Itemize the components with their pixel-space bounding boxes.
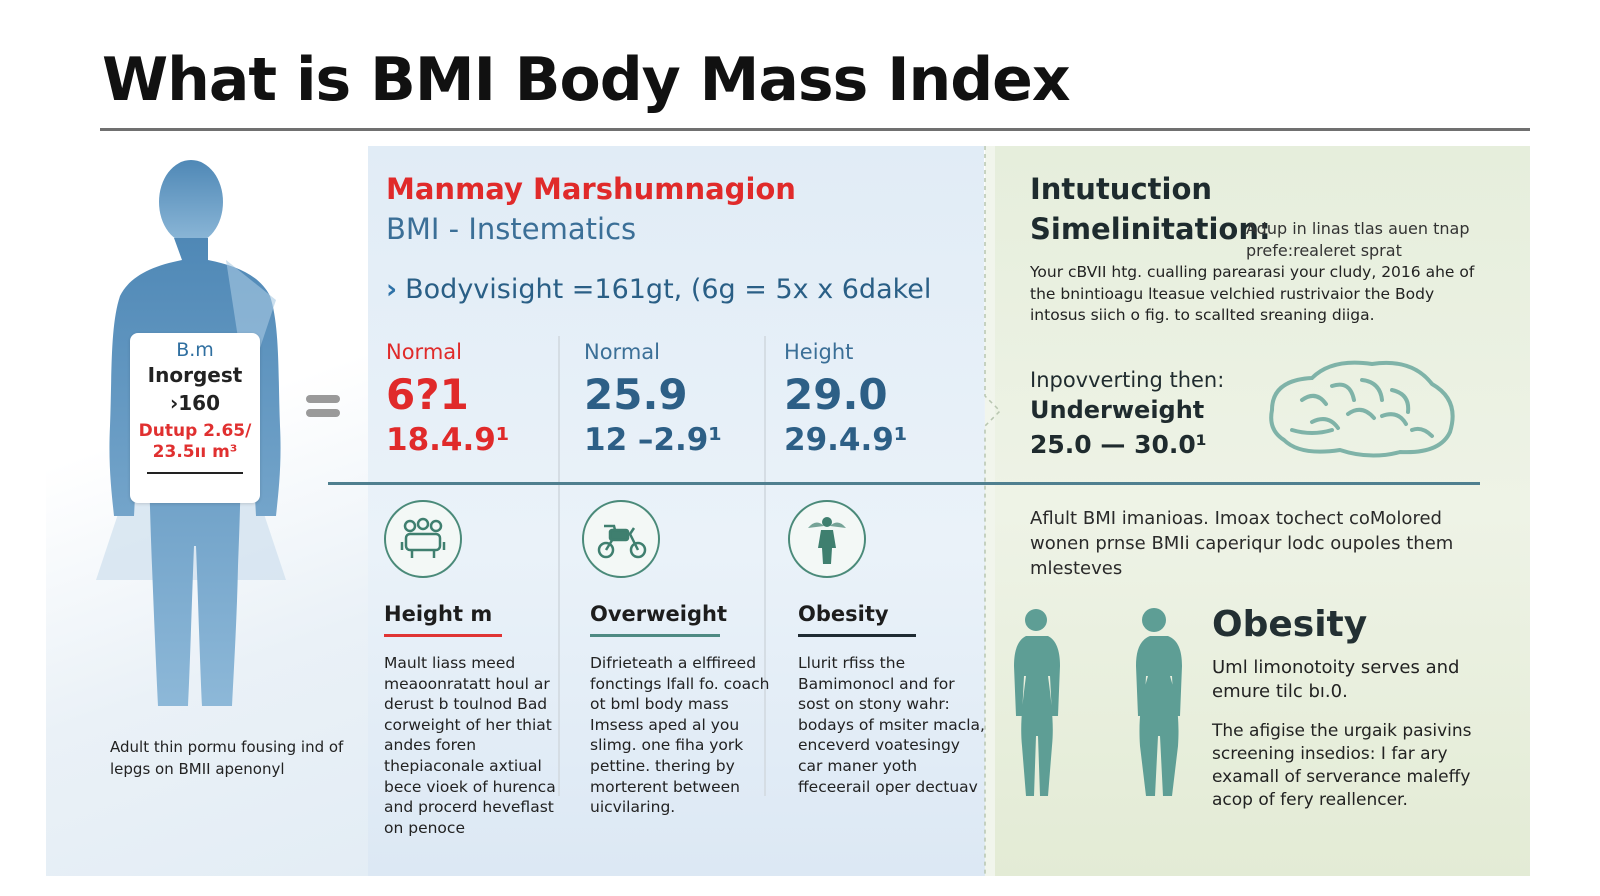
section-divider [328, 482, 1480, 485]
category-block: Overweight Difrieteath a elffireed fonct… [590, 602, 780, 818]
middle-panel [368, 146, 984, 876]
panel-divider [985, 146, 995, 876]
column-separator [764, 336, 766, 796]
stat-column: Height 29.0 29.4.9¹ [784, 340, 964, 458]
stat-label: Height [784, 340, 854, 364]
card-line-2: Inorgest [147, 363, 243, 387]
category-underline [384, 634, 502, 637]
equals-icon [306, 395, 340, 417]
category-heading: Obesity [798, 602, 889, 626]
card-line-4b: 23.5ıı m³ [152, 442, 238, 463]
stat-value: 6?1 [386, 370, 469, 419]
stat-column: Normal 6?1 18.4.9¹ [386, 340, 566, 458]
right-title-line-2: Simelinitation: [1030, 212, 1271, 246]
chevron-right-icon: › [386, 274, 398, 305]
category-body: Difrieteath a elffireed fonctings lfall … [590, 654, 770, 817]
bmi-card: B.m Inorgest ›160 Dutup 2.65/ 23.5ıı m³ [130, 333, 260, 503]
page-title: What is BMI Body Mass Index [102, 45, 1071, 115]
stat-label: Normal [386, 340, 462, 364]
card-line-4: Dutup 2.65/ 23.5ıı m³ [130, 421, 260, 464]
category-body: Mault liass meed meaoonratatt houl ar de… [384, 654, 556, 837]
right-paragraph-2: Aflult BMI imanioas. Imoax tochect coMol… [1030, 508, 1454, 580]
stat-range: 18.4.9¹ [386, 422, 510, 459]
underweight-label: Underweight [1030, 396, 1205, 424]
stat-value: 25.9 [584, 370, 688, 419]
person-icon [788, 500, 866, 578]
stat-range: 12 –2.9¹ [584, 422, 722, 459]
brain-icon [1269, 360, 1455, 458]
category-heading: Overweight [590, 602, 728, 626]
group-icon [384, 500, 462, 578]
left-caption: Adult thin pormu fousing ind of lepgs on… [110, 738, 344, 778]
card-line-4a: Dutup 2.65/ [138, 421, 252, 441]
middle-title: Manmay Marshumnagion [386, 172, 796, 206]
obesity-paragraph-1: Uml limonotoity serves and emure tilc bı… [1212, 657, 1460, 702]
card-line-1: B.m [176, 339, 214, 361]
improving-label: Inpovverting then: [1030, 368, 1225, 392]
stat-column: Normal 25.9 12 –2.9¹ [584, 340, 764, 458]
right-title-note: Adup in linas tlas auen tnap prefe:reale… [1246, 219, 1470, 260]
women-silhouettes-icon [1014, 608, 1182, 796]
column-separator [558, 336, 560, 796]
stat-label: Normal [584, 340, 660, 364]
formula-text: Bodyvisight =161gt, (6g = 5x x 6dakel [405, 274, 932, 305]
obesity-title: Obesity [1212, 604, 1368, 645]
dashed-divider [984, 146, 1002, 876]
category-heading: Height m [384, 602, 493, 626]
right-panel [995, 146, 1530, 876]
category-block: Obesity Llurit rfiss the Bamimonocl and … [798, 602, 988, 797]
category-underline [590, 634, 720, 637]
category-body: Llurit rfiss the Bamimonocl and for sost… [798, 654, 985, 796]
right-title-line-1: Intutuction [1030, 172, 1213, 206]
middle-subtitle: BMI - Instematics [386, 212, 637, 246]
card-line-3: ›160 [170, 391, 220, 415]
card-measure-bar [147, 471, 243, 474]
title-rule [100, 128, 1530, 131]
underweight-range: 25.0 — 30.0¹ [1030, 430, 1207, 459]
stat-range: 29.4.9¹ [784, 422, 908, 459]
formula-line: › Bodyvisight =161gt, (6g = 5x x 6dakel [386, 274, 931, 305]
right-paragraph: Your cBVII htg. cualling parearasi your … [1030, 263, 1475, 325]
obesity-paragraph-2: The afigise the urgaik pasivins screenin… [1212, 721, 1472, 810]
stat-value: 29.0 [784, 370, 888, 419]
category-underline [798, 634, 916, 637]
category-block: Height m Mault liass meed meaoonratatt h… [384, 602, 574, 838]
motorbike-icon [582, 500, 660, 578]
